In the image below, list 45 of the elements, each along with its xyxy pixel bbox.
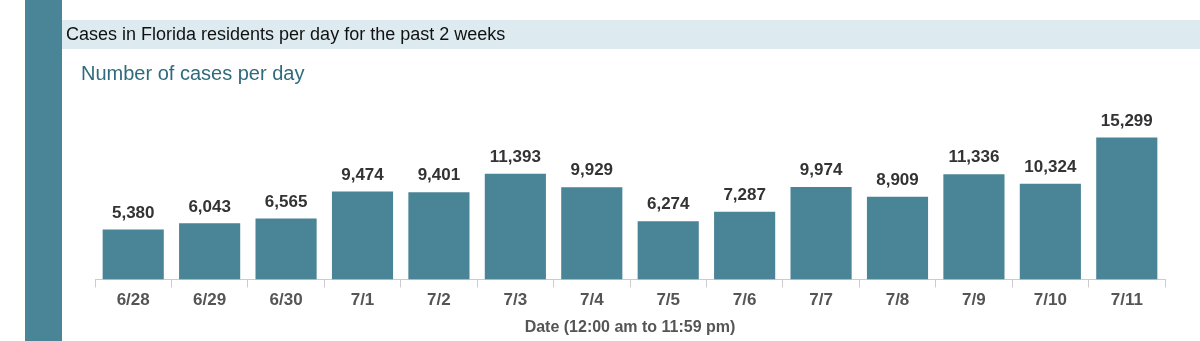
data-label: 10,324 — [1024, 156, 1077, 176]
data-label: 15,299 — [1100, 110, 1153, 130]
x-axis-title: Date (12:00 am to 11:59 pm) — [524, 317, 736, 335]
data-label: 6,043 — [188, 196, 231, 216]
bar — [484, 173, 546, 280]
bar — [561, 187, 623, 280]
bar — [102, 229, 164, 280]
data-label: 5,380 — [111, 202, 155, 222]
chart-title: Cases in Florida residents per day for the past 2 weeks — [66, 24, 506, 45]
data-label: 9,401 — [417, 165, 461, 185]
data-label: 9,974 — [799, 160, 843, 180]
x-tick-label: 7/7 — [809, 290, 833, 310]
data-label: 8,909 — [876, 169, 919, 189]
x-tick-label: 7/6 — [732, 290, 757, 310]
data-label: 6,274 — [646, 194, 691, 214]
bar — [331, 191, 394, 280]
x-tick-label: 6/29 — [193, 290, 227, 310]
data-label: 7,287 — [723, 185, 766, 204]
data-label: 9,929 — [570, 160, 614, 180]
bar — [714, 211, 776, 280]
bar — [637, 221, 699, 280]
x-tick-label: 7/9 — [962, 290, 986, 310]
bar — [1096, 137, 1158, 280]
bar — [408, 192, 470, 280]
data-label: 11,336 — [948, 147, 1000, 167]
x-tick-label: 7/4 — [579, 290, 605, 310]
bar — [943, 174, 1005, 280]
x-tick-label: 7/3 — [503, 290, 528, 310]
x-tick-label: 6/28 — [116, 290, 150, 310]
x-tick-label: 7/2 — [427, 290, 451, 310]
data-label: 6,565 — [264, 191, 308, 211]
bar — [179, 223, 241, 280]
x-tick-label: 7/11 — [1110, 290, 1143, 310]
x-tick-label: 7/8 — [885, 290, 910, 310]
x-tick-label: 7/1 — [350, 290, 375, 310]
data-label: 11,393 — [489, 146, 541, 166]
bar — [866, 196, 929, 280]
x-tick-label: 7/5 — [656, 290, 681, 310]
bar — [790, 186, 852, 280]
data-label: 9,474 — [341, 164, 385, 184]
bar — [1019, 183, 1081, 280]
x-tick-label: 7/10 — [1033, 290, 1067, 310]
x-tick-label: 6/30 — [269, 290, 303, 310]
chart-subtitle: Number of cases per day — [81, 62, 305, 85]
bar — [255, 218, 317, 280]
